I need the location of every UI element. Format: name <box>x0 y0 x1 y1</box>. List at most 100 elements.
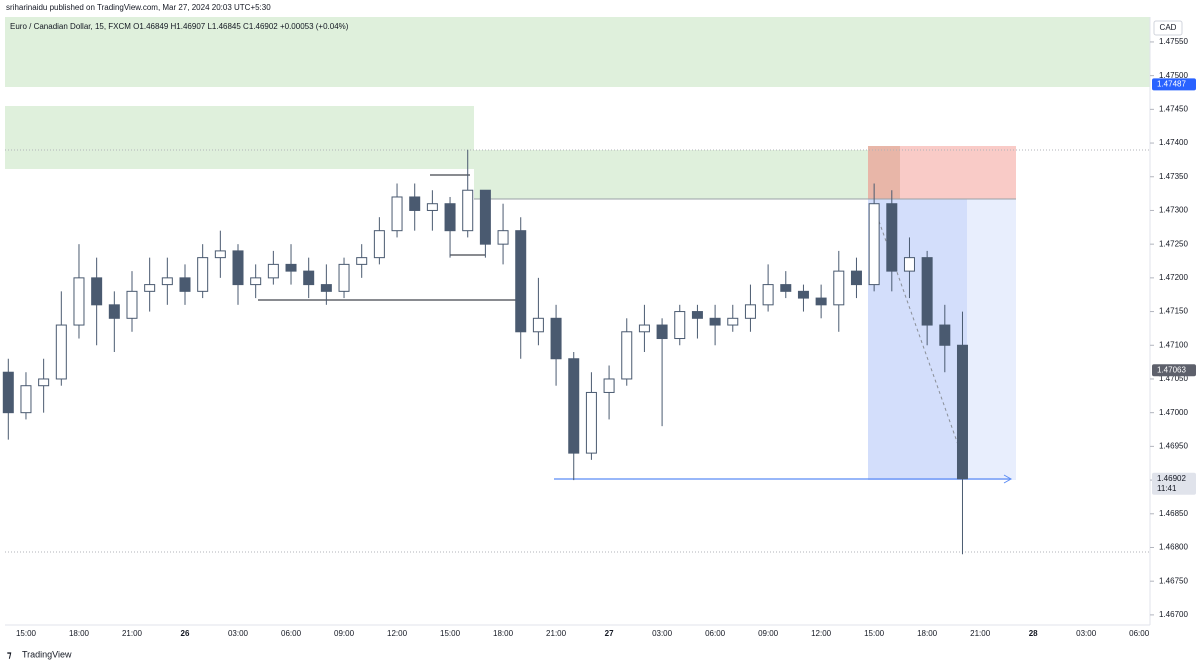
candle-body <box>921 257 933 326</box>
publisher: sriharinaidu published on TradingView.co… <box>6 3 271 12</box>
x-tick-label: 15:00 <box>864 629 885 638</box>
y-tick-label: 1.46750 <box>1159 576 1188 585</box>
candle-body <box>656 324 668 340</box>
candle-body <box>638 324 650 333</box>
x-tick-label: 09:00 <box>334 629 355 638</box>
candle-body <box>691 311 703 319</box>
legend: Euro / Canadian Dollar, 15, FXCM O1.4684… <box>10 22 349 31</box>
x-tick-label: 03:00 <box>1076 629 1097 638</box>
zone <box>5 106 474 169</box>
candle-body <box>515 230 527 333</box>
y-tick-label: 1.47500 <box>1159 71 1188 80</box>
drawings <box>5 17 1150 553</box>
price-marker-label: 1.47063 <box>1157 365 1186 374</box>
x-tick-label: 15:00 <box>16 629 37 638</box>
target-zone <box>967 199 1016 480</box>
y-tick-label: 1.46950 <box>1159 441 1188 450</box>
y-tick-label: 1.46850 <box>1159 509 1188 518</box>
footer-icon: ⁊ <box>7 649 12 659</box>
price-marker <box>1152 364 1196 377</box>
candle-body <box>126 290 138 319</box>
price-marker-label: 1.46902 <box>1157 474 1186 483</box>
candle-body <box>868 203 880 286</box>
candle-body <box>73 277 85 326</box>
y-tick-label: 1.47050 <box>1159 374 1188 383</box>
candle-body <box>320 284 332 292</box>
candle-body <box>939 324 951 346</box>
x-tick-label: 21:00 <box>970 629 991 638</box>
y-tick-label: 1.47150 <box>1159 307 1188 316</box>
y-tick-label: 1.47100 <box>1159 340 1188 349</box>
candle-body <box>144 284 156 292</box>
candle-body <box>232 250 244 286</box>
candle-body <box>20 385 32 414</box>
candle-body <box>479 189 491 245</box>
y-tick-label: 1.47450 <box>1159 104 1188 113</box>
x-tick-label: 12:00 <box>387 629 408 638</box>
x-tick-label: 26 <box>181 629 190 638</box>
candle-body <box>744 304 756 319</box>
candle-body <box>285 263 297 272</box>
x-tick-label: 06:00 <box>705 629 726 638</box>
candle-body <box>2 371 14 414</box>
candle-body <box>91 277 103 306</box>
candle-body <box>444 203 456 232</box>
candle-body <box>303 270 315 286</box>
x-tick-label: 09:00 <box>758 629 779 638</box>
candles <box>2 149 968 555</box>
line <box>874 209 968 471</box>
candle-body <box>38 378 50 387</box>
footer-logo: TradingView <box>22 649 72 659</box>
y-tick-label: 1.47550 <box>1159 37 1188 46</box>
candle-body <box>532 317 544 333</box>
candle-body <box>338 263 350 292</box>
candle-body <box>815 297 827 306</box>
candle-body <box>956 344 968 480</box>
candle-body <box>903 257 915 272</box>
candle-body <box>568 358 580 454</box>
y-tick-label: 1.47250 <box>1159 239 1188 248</box>
y-tick-label: 1.47400 <box>1159 138 1188 147</box>
candle-body <box>161 277 173 286</box>
candle-body <box>797 290 809 299</box>
x-tick-label: 21:00 <box>122 629 143 638</box>
candle-body <box>850 270 862 286</box>
candle-body <box>391 196 403 232</box>
stop-zone <box>868 146 900 199</box>
axes: 1.47550 1.47500 1.47450 1.47400 1.47350 1.473… <box>16 37 1196 638</box>
candle-body <box>780 284 792 292</box>
candle-body <box>179 277 191 292</box>
candle-body <box>462 189 474 232</box>
x-tick-label: 15:00 <box>440 629 461 638</box>
x-tick-label: 28 <box>1029 629 1038 638</box>
candle-body <box>886 203 898 272</box>
candle-body <box>762 284 774 306</box>
currency-box <box>1153 20 1183 36</box>
y-tick-label: 1.47200 <box>1159 273 1188 282</box>
candle-body <box>621 331 633 380</box>
candle-body <box>409 196 421 211</box>
candle-body <box>197 257 209 292</box>
x-tick-label: 18:00 <box>493 629 514 638</box>
candle-body <box>356 257 368 265</box>
x-tick-label: 03:00 <box>652 629 673 638</box>
candle-body <box>550 317 562 360</box>
candle-body <box>426 203 438 211</box>
countdown: 11:41 <box>1157 484 1177 493</box>
target-zone <box>868 199 967 480</box>
candle-body <box>214 250 226 259</box>
candle-body <box>727 317 739 326</box>
x-tick-label: 12:00 <box>811 629 832 638</box>
candle-body <box>674 311 686 340</box>
price-marker-label: 1.47487 <box>1157 80 1186 89</box>
x-tick-label: 21:00 <box>546 629 567 638</box>
x-tick-label: 03:00 <box>228 629 249 638</box>
candle-body <box>250 277 262 286</box>
price-marker <box>1152 78 1196 91</box>
y-tick-label: 1.47350 <box>1159 172 1188 181</box>
currency: CAD <box>1160 23 1177 32</box>
candle-body <box>603 378 615 393</box>
